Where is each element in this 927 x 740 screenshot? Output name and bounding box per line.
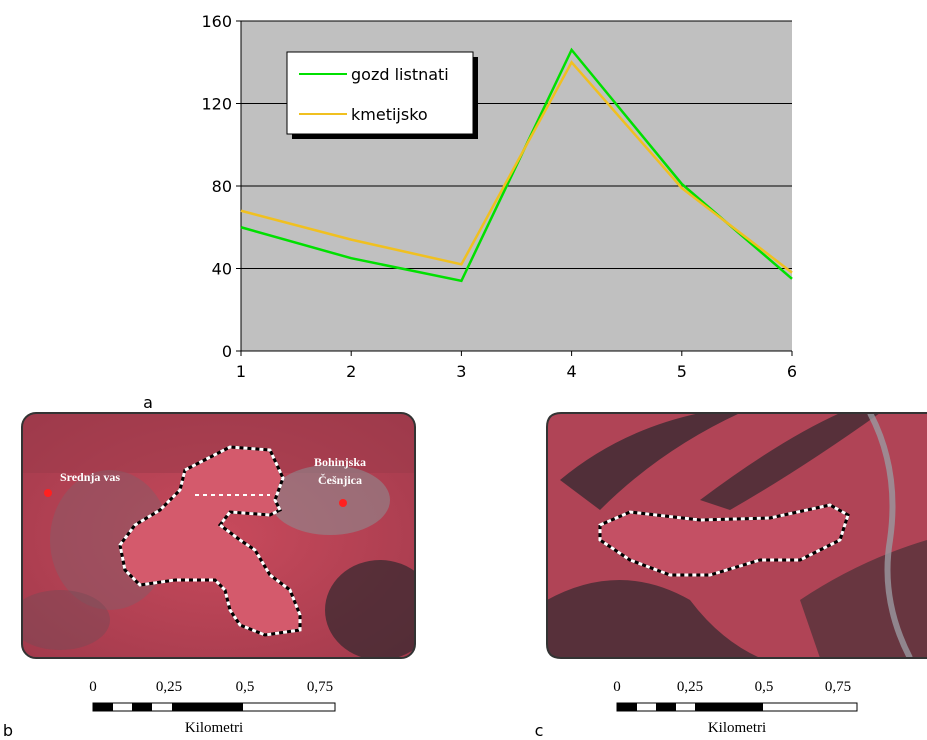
data-line <box>240 60 793 274</box>
panel-label: c <box>535 721 544 740</box>
chart: 0 40 80 120 160 1 2 3 4 5 6 gozd listnati kmetijsko <box>201 12 797 381</box>
scale-label: 0,25 <box>156 679 182 695</box>
map-b <box>22 413 415 658</box>
scale-unit: Kilometri <box>185 720 243 736</box>
x-tick-label: 5 <box>677 362 687 381</box>
map-frame <box>21 412 416 659</box>
legend-label: gozd listnati <box>351 65 449 84</box>
y-tick-label: 40 <box>212 260 232 279</box>
y-tick-label: 160 <box>201 12 232 31</box>
panel-label: a <box>143 393 153 412</box>
place-label: Srednja vas <box>60 470 120 484</box>
y-tick-label: 0 <box>222 342 232 361</box>
x-tick-label: 2 <box>346 362 356 381</box>
scale-label: 0,5 <box>236 679 255 695</box>
map-c <box>547 413 927 658</box>
x-tick-label: 1 <box>236 362 246 381</box>
map-frame <box>546 412 927 659</box>
scale-label: 0,75 <box>825 679 851 695</box>
scale-label: 0,75 <box>307 679 333 695</box>
x-tick-label: 3 <box>456 362 466 381</box>
scale-bar <box>92 702 336 712</box>
y-tick-label: 80 <box>212 177 232 196</box>
place-label: Češnjica <box>318 473 362 487</box>
x-tick-label: 4 <box>567 362 577 381</box>
scale-label: 0,25 <box>677 679 703 695</box>
scale-bar <box>616 702 858 712</box>
legend-label: kmetijsko <box>351 105 428 124</box>
y-tick-label: 120 <box>201 95 232 114</box>
x-tick-label: 6 <box>787 362 797 381</box>
scale-label: 0 <box>613 679 621 695</box>
legend <box>286 51 474 135</box>
scale-unit: Kilometri <box>708 720 766 736</box>
panel-label: b <box>3 721 13 740</box>
scale-label: 0,5 <box>755 679 774 695</box>
place-label: Bohinjska <box>314 455 366 469</box>
scale-label: 0 <box>89 679 97 695</box>
